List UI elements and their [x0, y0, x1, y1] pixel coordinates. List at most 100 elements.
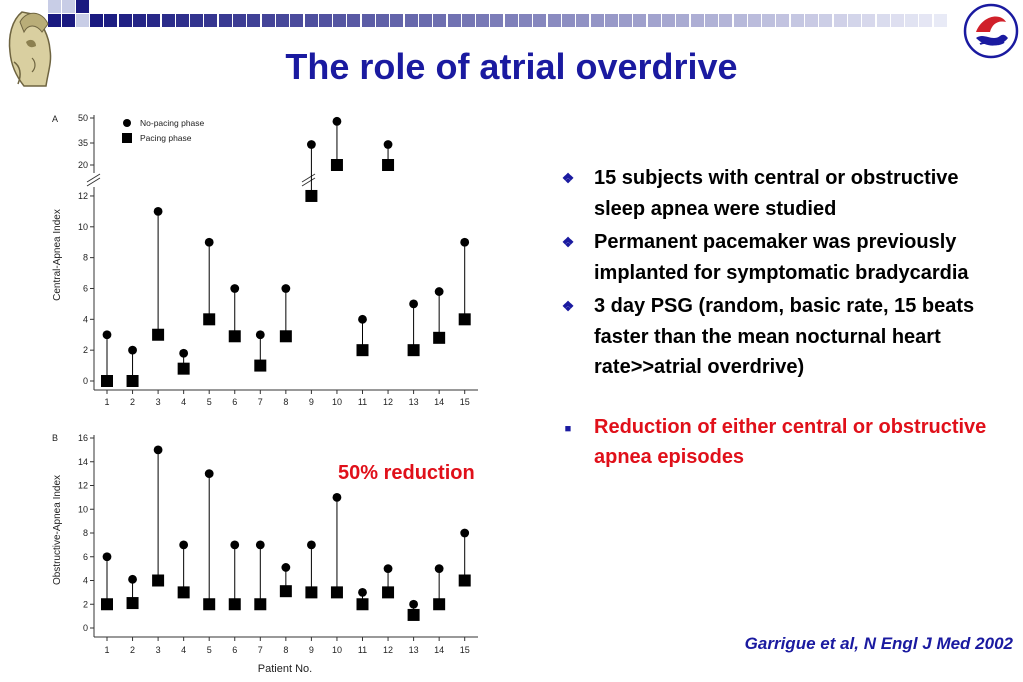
- y-tick-label-a: 6: [83, 283, 88, 293]
- point-pacing-a: [152, 328, 165, 341]
- bullet-item: ❖ 3 day PSG (random, basic rate, 15 beats…: [558, 291, 1008, 383]
- point-pacing-b: [407, 608, 420, 621]
- point-pacing-b: [177, 586, 190, 599]
- point-no-pacing-b: [153, 445, 163, 455]
- point-no-pacing-b: [434, 564, 444, 574]
- point-no-pacing-b: [102, 552, 112, 562]
- point-pacing-a: [305, 189, 318, 202]
- header-band-square: [733, 14, 747, 27]
- point-pacing-a: [433, 331, 446, 344]
- header-band-square: [48, 0, 61, 13]
- point-no-pacing-a: [102, 330, 112, 340]
- panel-label-a: A: [52, 114, 58, 124]
- header-band-square: [533, 14, 547, 27]
- header-band-square: [776, 14, 790, 27]
- legend-marker-pacing: [122, 133, 132, 143]
- diamond-bullet-icon: ❖: [561, 234, 575, 250]
- reduction-annotation: 50% reduction: [338, 462, 475, 484]
- x-tick-label-b: 9: [309, 645, 314, 655]
- slide-title: The role of atrial overdrive: [285, 46, 738, 87]
- y-tick-label-a: 2: [83, 345, 88, 355]
- point-pacing-b: [152, 574, 165, 587]
- point-pacing-b: [330, 586, 343, 599]
- point-no-pacing-a: [460, 237, 470, 247]
- point-no-pacing-a: [434, 287, 444, 296]
- point-pacing-b: [305, 586, 318, 599]
- square-bullet-icon: ■: [564, 422, 572, 435]
- bullet-item-highlight: ■ Reduction of either central or obstruct…: [558, 412, 1008, 473]
- header-band-square: [561, 14, 575, 27]
- header-band-square: [676, 14, 690, 27]
- header-band-square: [847, 14, 861, 27]
- point-pacing-b: [279, 585, 292, 598]
- point-no-pacing-b: [281, 563, 291, 572]
- society-emblem-logo: [963, 3, 1019, 59]
- x-tick-label-a: 9: [309, 397, 314, 407]
- x-tick-label-a: 2: [130, 397, 135, 407]
- legend-label-a: No-pacing phase: [140, 118, 205, 128]
- x-tick-label-b: 8: [283, 645, 288, 655]
- x-axis-label-b: Patient No.: [258, 663, 312, 675]
- header-band-square: [862, 14, 876, 27]
- header-band-square: [433, 14, 447, 27]
- y-tick-label-a-upper: 50: [78, 113, 88, 123]
- header-band-square: [204, 14, 218, 27]
- bullet-text: 15 subjects with central or obstructive …: [594, 167, 959, 220]
- x-tick-label-a: 12: [383, 397, 393, 407]
- point-no-pacing-a: [204, 237, 214, 247]
- point-no-pacing-a: [409, 299, 418, 309]
- point-no-pacing-b: [179, 540, 189, 550]
- point-no-pacing-b: [307, 540, 316, 550]
- x-tick-label-a: 10: [332, 397, 342, 407]
- axis-break-mark-a: [86, 173, 101, 187]
- bullet-text: Permanent pacemaker was previously impla…: [594, 231, 969, 284]
- header-band-square: [62, 0, 75, 13]
- x-tick-label-a: 3: [156, 397, 161, 407]
- header-band-square: [604, 14, 618, 27]
- point-no-pacing-b: [230, 540, 240, 550]
- x-tick-label-b: 12: [383, 645, 393, 655]
- x-tick-label-a: 14: [434, 397, 444, 407]
- x-tick-label-b: 6: [232, 645, 237, 655]
- point-pacing-a: [203, 313, 216, 326]
- header-band-square: [747, 14, 761, 27]
- athena-head-logo: [8, 11, 52, 87]
- point-no-pacing-a: [179, 348, 189, 358]
- y-tick-label-b: 16: [78, 433, 88, 443]
- header-band-square: [833, 14, 847, 27]
- header-band-square: [304, 14, 318, 27]
- point-pacing-a: [228, 330, 241, 343]
- y-tick-label-b: 2: [83, 599, 88, 609]
- header-band-square: [161, 14, 175, 27]
- x-tick-label-b: 3: [156, 645, 161, 655]
- y-tick-label-a: 4: [83, 314, 88, 324]
- point-pacing-b: [382, 586, 395, 599]
- x-tick-label-a: 11: [358, 397, 367, 407]
- header-band-square: [48, 14, 61, 27]
- header-band-square: [76, 14, 89, 27]
- point-no-pacing-b: [358, 587, 367, 597]
- diamond-bullet-icon: ❖: [561, 170, 575, 186]
- point-pacing-a: [382, 159, 395, 171]
- point-pacing-a: [126, 375, 139, 387]
- y-tick-label-b: 8: [83, 528, 88, 538]
- header-band-square: [247, 14, 261, 27]
- header-band-square: [461, 14, 475, 27]
- point-no-pacing-a: [332, 116, 342, 126]
- header-band-square: [376, 14, 389, 27]
- point-pacing-b: [228, 598, 241, 611]
- y-tick-label-b: 10: [78, 504, 88, 514]
- bullet-text: Reduction of either central or obstructi…: [594, 415, 987, 469]
- x-tick-label-b: 5: [207, 645, 212, 655]
- header-band-square: [118, 14, 132, 27]
- legend-label-a: Pacing phase: [140, 133, 192, 143]
- panel-label-b: B: [52, 433, 58, 443]
- point-no-pacing-a: [153, 206, 163, 216]
- header-band-square: [933, 14, 947, 27]
- bullet-item: ❖ Permanent pacemaker was previously impl…: [558, 227, 1008, 288]
- point-no-pacing-a: [255, 330, 265, 340]
- y-tick-label-b: 14: [78, 457, 88, 467]
- y-tick-label-a-upper: 20: [78, 160, 88, 170]
- header-band-square: [175, 14, 189, 27]
- header-band-square: [762, 14, 776, 27]
